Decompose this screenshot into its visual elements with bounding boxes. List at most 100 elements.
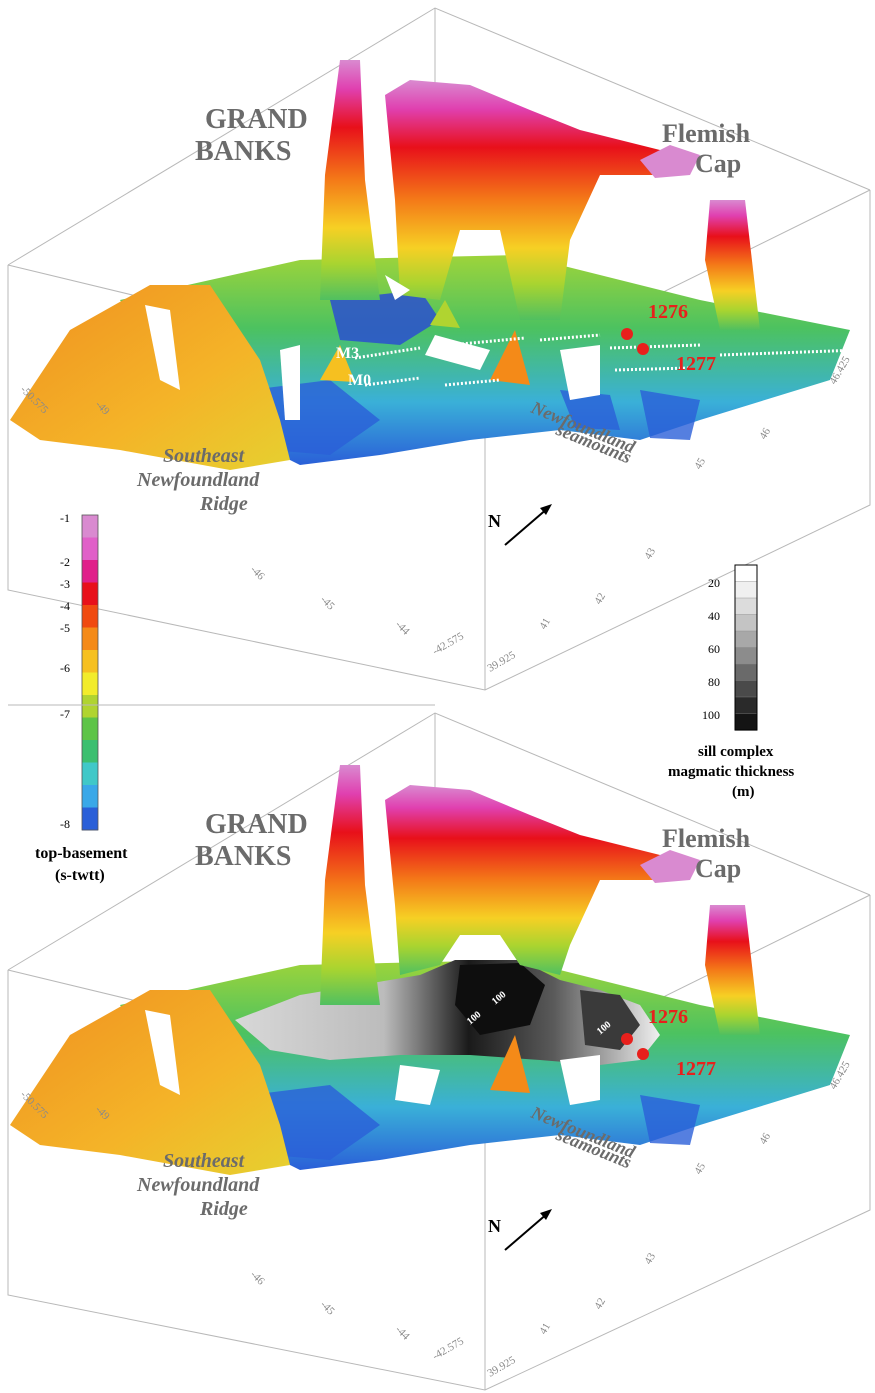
drill-site-1276-marker (621, 328, 633, 340)
lon-tick: -44 (393, 1324, 412, 1343)
site-1276-label: 1276 (648, 301, 688, 323)
sill-tick: 100 (702, 708, 720, 722)
sill-legend-title-1: sill complex (698, 744, 774, 760)
sill-tick: 20 (708, 576, 720, 590)
sill-colorbar (734, 564, 758, 731)
colorbar-swatch (734, 696, 758, 715)
lat-tick: 45 (692, 1161, 708, 1177)
grand-banks-ridge (320, 765, 380, 1005)
sill-tick: 80 (708, 675, 720, 689)
grand-banks-label-2: BANKS (195, 841, 291, 872)
deep-basin-zone (560, 390, 620, 430)
colorbar-swatch (82, 717, 98, 741)
ridge-label-2: Newfoundland (136, 1174, 260, 1196)
flemish-cap-ridge (705, 200, 760, 330)
basement-tick: -4 (60, 599, 70, 613)
flemish-cap-ridge (705, 905, 760, 1035)
lat-tick: 46 (757, 426, 773, 442)
flemish-pass-ridge (385, 785, 660, 975)
colorbar-swatch (82, 785, 98, 808)
flemish-cap-lobe (640, 850, 700, 883)
flemish-pass-ridge (385, 80, 660, 320)
legend-sill-thickness: 20 40 60 80 100 sill complex magmatic th… (668, 564, 794, 800)
flemish-cap-label-2: Cap (695, 854, 741, 883)
colorbar-swatch (82, 695, 98, 718)
colorbar-swatch (82, 515, 98, 538)
colorbar-swatch (82, 672, 98, 696)
ridge-gap (145, 1010, 180, 1095)
colorbar-swatch (734, 630, 758, 649)
lon-tick: -45 (318, 594, 337, 613)
ridge-gap (145, 305, 180, 390)
lon-tick: -46 (248, 564, 267, 583)
colorbar-swatch (82, 740, 98, 763)
colorbar-swatch (82, 762, 98, 786)
anomaly-m3-label: M3 (336, 345, 359, 362)
anomaly-m0-label: M0 (348, 372, 371, 389)
basement-tick: -6 (60, 661, 70, 675)
basement-tick: -5 (60, 621, 70, 635)
lat-tick: 39.925 (486, 1354, 519, 1380)
sill-tick: 60 (708, 642, 720, 656)
drill-site-1277-marker (637, 1048, 649, 1060)
north-arrow-label: N (488, 511, 501, 531)
lat-tick: 42 (592, 1296, 608, 1312)
colorbar-swatch (82, 650, 98, 673)
anomaly-lines (354, 333, 861, 387)
colorbar-swatch (82, 605, 98, 628)
basement-legend-title-2: (s-twtt) (55, 867, 105, 884)
sill-thick-zone (455, 963, 545, 1035)
data-gap (560, 345, 600, 400)
site-1276-label: 1276 (648, 1006, 688, 1028)
southeast-newfoundland-ridge (10, 990, 290, 1175)
basement-colorbar (82, 515, 98, 831)
seamount-peak (490, 1035, 530, 1093)
lat-tick: 41 (537, 616, 553, 632)
lon-tick: -44 (393, 619, 412, 638)
deep-basin-zone (640, 1095, 700, 1145)
colorbar-swatch (82, 807, 98, 831)
colorbar-swatch (734, 713, 758, 731)
grand-banks-label-1: GRAND (205, 809, 308, 840)
lon-tick: -42.575 (431, 630, 467, 658)
site-1277-label: 1277 (676, 1058, 716, 1080)
site-1277-label: 1277 (676, 353, 716, 375)
basement-tick: -1 (60, 511, 70, 525)
seamount-peak (320, 345, 355, 382)
sill-legend-title-2: magmatic thickness (668, 764, 794, 780)
southeast-newfoundland-ridge (10, 285, 290, 470)
north-arrow-label: N (488, 1216, 501, 1236)
grand-banks-label-2: BANKS (195, 136, 291, 167)
colorbar-swatch (82, 582, 98, 606)
lon-tick: -42.575 (431, 1335, 467, 1363)
lat-tick: 46 (757, 1131, 773, 1147)
colorbar-swatch (734, 663, 758, 682)
ridge-label-2: Newfoundland (136, 469, 260, 491)
lat-tick: 41 (537, 1321, 553, 1337)
sill-legend-title-3: (m) (732, 784, 755, 800)
ridge-label-1: Southeast (163, 445, 246, 467)
lat-tick: 45 (692, 456, 708, 472)
ridge-label-3: Ridge (199, 493, 248, 515)
seamount-peak (430, 300, 460, 328)
basement-tick: -7 (60, 707, 70, 721)
grand-banks-ridge (320, 60, 380, 300)
data-gap (280, 345, 300, 420)
flemish-cap-label-2: Cap (695, 149, 741, 178)
data-gap (425, 335, 490, 370)
bottom-panel: 100 100 100 GRAND BANKS Flemish Cap Sout… (7, 704, 871, 1391)
sill-complex-overlay (235, 960, 660, 1065)
lat-tick: 43 (642, 546, 658, 562)
deep-basin-zone (330, 290, 440, 345)
sill-tick: 40 (708, 609, 720, 623)
colorbar-swatch (82, 627, 98, 651)
ridge-label-1: Southeast (163, 1150, 246, 1172)
colorbar-swatch (82, 560, 98, 583)
seamount-peak (490, 330, 530, 385)
flemish-cap-label-1: Flemish (662, 119, 751, 148)
data-gap (395, 1065, 440, 1105)
basement-legend-title-1: top-basement (35, 845, 128, 862)
lon-tick: -45 (318, 1299, 337, 1318)
colorbar-swatch (734, 581, 758, 599)
